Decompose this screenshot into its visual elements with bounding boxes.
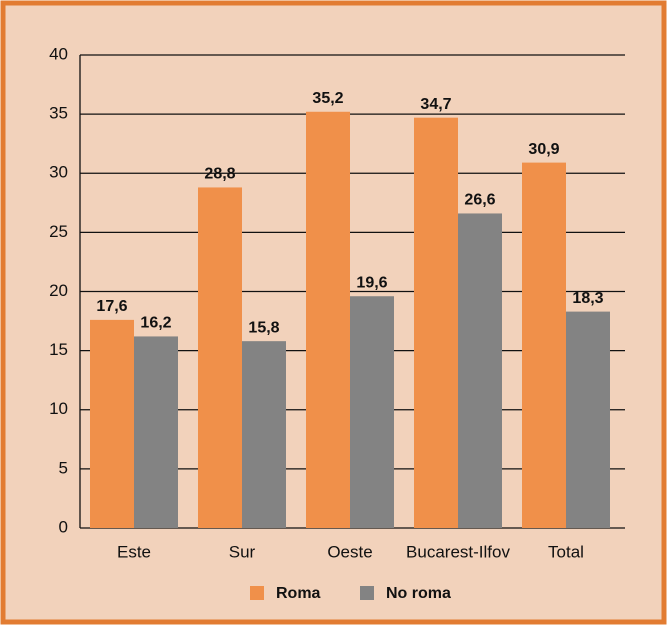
- bar: [90, 319, 134, 528]
- bar: [566, 311, 610, 528]
- bar: [306, 111, 350, 528]
- x-tick-label: Este: [117, 542, 151, 561]
- x-tick-label: Total: [548, 542, 584, 561]
- y-tick-label: 0: [59, 517, 68, 536]
- value-label: 26,6: [464, 192, 495, 209]
- value-label: 17,6: [96, 298, 127, 315]
- bar: [458, 213, 502, 528]
- bar: [134, 336, 178, 528]
- bar: [350, 296, 394, 528]
- value-label: 34,7: [420, 96, 451, 113]
- value-label: 18,3: [572, 290, 603, 307]
- legend-swatch: [250, 586, 264, 600]
- legend-label: Roma: [276, 585, 321, 602]
- y-tick-label: 20: [49, 281, 68, 300]
- value-label: 19,6: [356, 274, 387, 291]
- value-label: 16,2: [140, 315, 171, 332]
- value-label: 15,8: [248, 319, 279, 336]
- bar: [242, 341, 286, 528]
- x-tick-label: Sur: [229, 542, 256, 561]
- x-tick-label: Oeste: [327, 542, 372, 561]
- legend-swatch: [360, 586, 374, 600]
- y-tick-label: 5: [59, 458, 68, 477]
- bar: [522, 162, 566, 529]
- legend-label: No roma: [386, 585, 451, 602]
- value-label: 30,9: [528, 141, 559, 158]
- value-label: 35,2: [312, 90, 343, 107]
- y-tick-label: 35: [49, 104, 68, 123]
- y-tick-label: 25: [49, 222, 68, 241]
- y-tick-label: 10: [49, 399, 68, 418]
- value-label: 28,8: [204, 166, 235, 183]
- x-tick-label: Bucarest-Ilfov: [406, 542, 510, 561]
- y-tick-label: 15: [49, 340, 68, 359]
- y-tick-label: 40: [49, 44, 68, 63]
- y-tick-label: 30: [49, 163, 68, 182]
- bar: [414, 117, 458, 529]
- bar: [198, 187, 242, 528]
